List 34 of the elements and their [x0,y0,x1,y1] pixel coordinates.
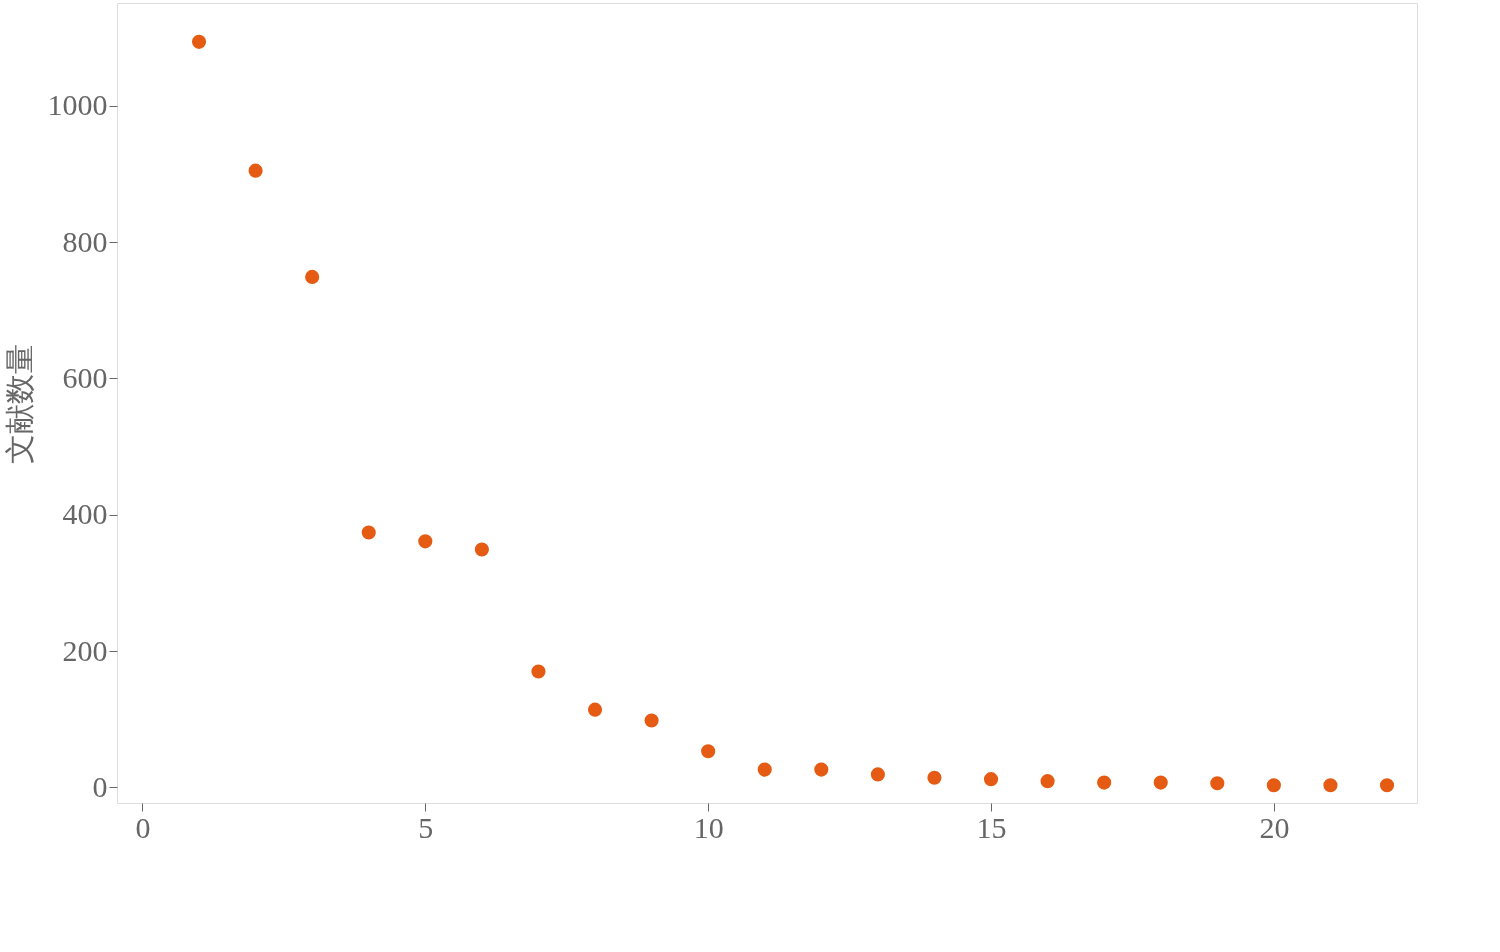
y-tick-label: 600 [62,360,108,394]
y-axis-title: 文献数量 [1,343,37,464]
point [1210,776,1225,791]
y-tick-label: 1000 [47,88,108,122]
point [305,269,320,284]
point [361,525,376,540]
point [531,664,546,679]
x-tick-label: 20 [1259,810,1290,844]
point [701,744,716,759]
point [1040,774,1055,789]
point [1153,775,1168,790]
point [983,772,999,787]
point [1323,778,1338,793]
point [248,163,263,178]
y-tick-label: 0 [92,769,108,803]
point [870,767,885,782]
point [1097,775,1112,790]
y-tick-label: 800 [62,224,108,258]
x-tick-label: 0 [135,810,151,844]
point [814,762,829,777]
point [1266,778,1281,793]
y-tick-label: 400 [62,497,108,531]
point [644,713,659,728]
point [757,762,772,777]
x-tick-label: 15 [976,810,1007,844]
y-tick-label: 200 [62,633,108,667]
x-tick-label: 5 [418,810,434,844]
point [587,702,603,717]
point [474,542,489,557]
point [191,34,207,49]
point [418,534,433,549]
point [927,770,942,785]
x-tick-label: 10 [693,810,724,844]
point [1379,778,1395,793]
